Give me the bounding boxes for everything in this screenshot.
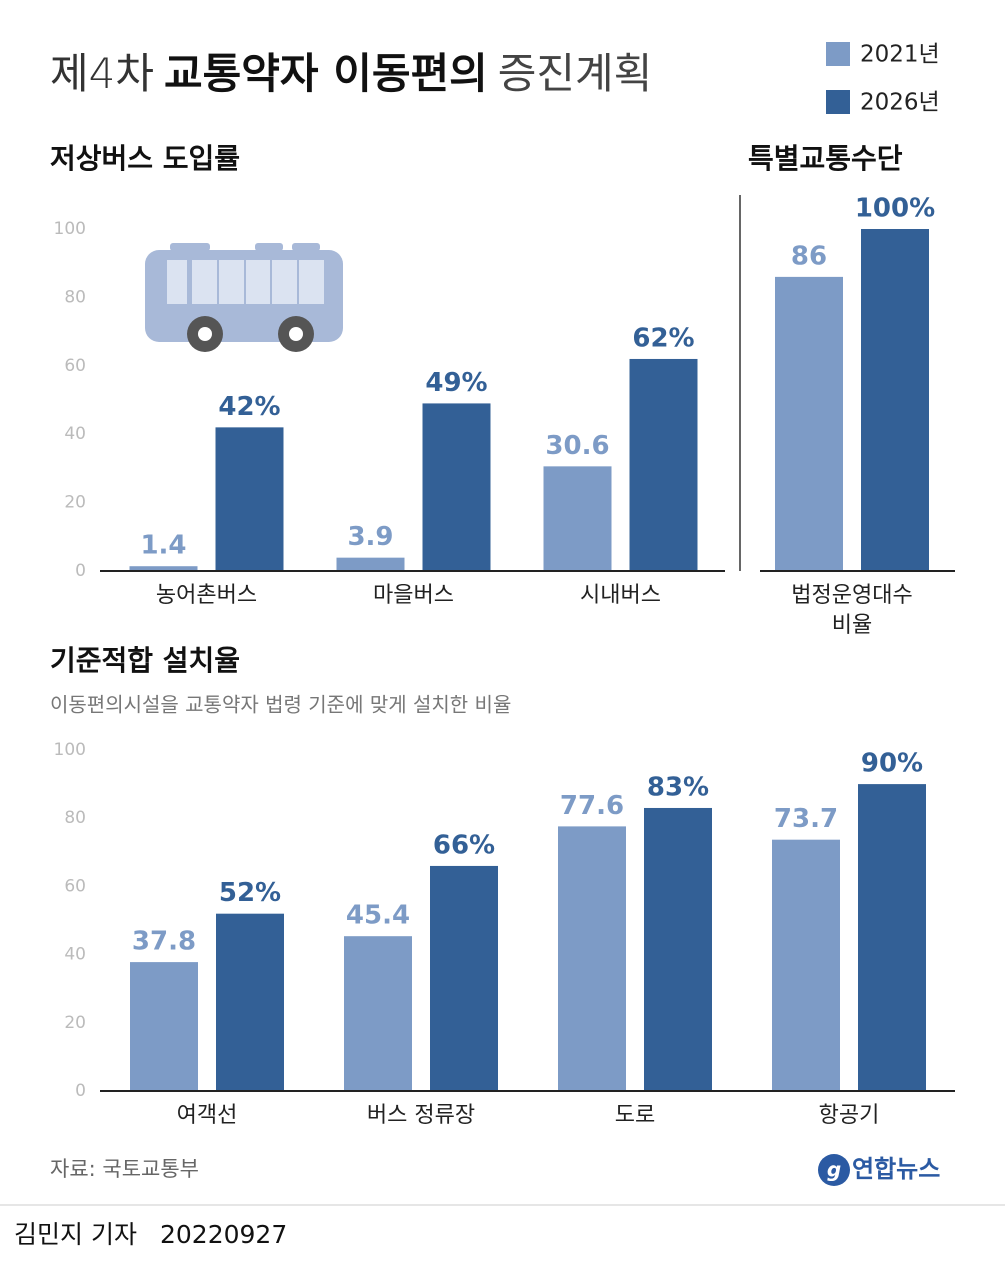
- value-label: 73.7: [774, 804, 838, 834]
- x-tick-label: 버스 정류장: [366, 1103, 476, 1128]
- value-label: 62%: [632, 323, 694, 353]
- section-title: 저상버스 도입률: [50, 142, 240, 175]
- y-tick-label: 80: [64, 808, 86, 828]
- bar: [775, 276, 843, 571]
- title: 제4차 교통약자 이동편의 증진계획: [50, 49, 652, 98]
- x-tick-label-text: 법정운영대수 비율: [791, 583, 913, 638]
- source: 자료: 국토교통부: [50, 1157, 199, 1181]
- y-tick-label: 0: [75, 561, 86, 581]
- title-part: 증진계획: [498, 49, 653, 98]
- title-part: 제4차: [50, 49, 154, 98]
- x-tick-label: 여객선: [176, 1103, 238, 1128]
- value-label: 45.4: [346, 901, 410, 931]
- value-label: 37.8: [132, 927, 196, 957]
- y-tick-label: 60: [64, 356, 86, 376]
- x-tick-label: 마을버스: [373, 583, 454, 608]
- value-label: 52%: [219, 878, 281, 908]
- value-label: 77.6: [560, 791, 624, 821]
- value-label: 86: [791, 241, 827, 271]
- bar: [130, 962, 198, 1091]
- title-part: 교통약자 이동편의: [164, 49, 488, 98]
- value-label: 83%: [647, 772, 709, 802]
- x-tick-label: 항공기: [818, 1103, 880, 1128]
- value-label: 90%: [861, 749, 923, 779]
- x-tick-label-text: 시내버스: [580, 583, 661, 608]
- bus-icon: [145, 243, 343, 352]
- subtitle: 이동편의시설을 교통약자 법령 기준에 맞게 설치한 비율: [50, 693, 511, 717]
- y-tick-label: 40: [64, 424, 86, 444]
- y-tick-label: 100: [54, 740, 86, 760]
- bar: [336, 557, 405, 571]
- logo: g: [818, 1154, 850, 1186]
- x-tick-label-text: 여객선: [176, 1103, 238, 1128]
- x-tick-label: 법정운영대수 비율: [791, 583, 913, 638]
- legend-swatch: [826, 90, 850, 114]
- value-label: 30.6: [545, 431, 609, 461]
- bar: [344, 936, 412, 1091]
- byline: 김민지 기자: [14, 1220, 137, 1249]
- bar: [422, 403, 491, 571]
- y-tick-label: 0: [75, 1081, 86, 1101]
- x-tick-label: 도로: [614, 1103, 656, 1128]
- x-tick-label-text: 농어촌버스: [155, 583, 258, 608]
- bar: [644, 807, 712, 1091]
- section-title: 특별교통수단: [748, 142, 903, 175]
- value-label: 66%: [433, 830, 495, 860]
- bar: [858, 784, 926, 1091]
- bar: [558, 826, 626, 1091]
- x-tick-label: 농어촌버스: [155, 583, 258, 608]
- bar: [861, 229, 929, 571]
- x-tick-label-text: 버스 정류장: [366, 1103, 476, 1128]
- bar: [216, 913, 284, 1091]
- legend-label: 2026년: [860, 90, 940, 116]
- bar: [215, 427, 284, 571]
- value-label: 100%: [855, 194, 935, 224]
- legend-swatch: [826, 42, 850, 66]
- y-tick-label: 40: [64, 945, 86, 965]
- value-label: 42%: [218, 392, 280, 422]
- section-title: 기준적합 설치율: [50, 644, 240, 677]
- bar: [430, 865, 498, 1091]
- bar: [772, 839, 840, 1091]
- y-tick-label: 100: [54, 219, 86, 239]
- x-tick-label: 시내버스: [580, 583, 661, 608]
- y-tick-label: 80: [64, 287, 86, 307]
- value-label: 1.4: [140, 531, 186, 561]
- legend-label: 2021년: [860, 42, 940, 68]
- logo-text: 연합뉴스: [852, 1155, 940, 1183]
- x-tick-label-text: 마을버스: [373, 583, 454, 608]
- bar: [543, 466, 612, 571]
- date: 20220927: [160, 1220, 287, 1249]
- svg-text:g: g: [827, 1158, 841, 1182]
- y-tick-label: 20: [64, 1013, 86, 1033]
- x-tick-label-text: 항공기: [818, 1103, 880, 1128]
- value-label: 49%: [425, 368, 487, 398]
- x-tick-label-text: 도로: [614, 1103, 656, 1128]
- bar: [129, 566, 198, 571]
- y-tick-label: 60: [64, 876, 86, 896]
- value-label: 3.9: [347, 522, 393, 552]
- bar: [629, 358, 698, 571]
- y-tick-label: 20: [64, 493, 86, 513]
